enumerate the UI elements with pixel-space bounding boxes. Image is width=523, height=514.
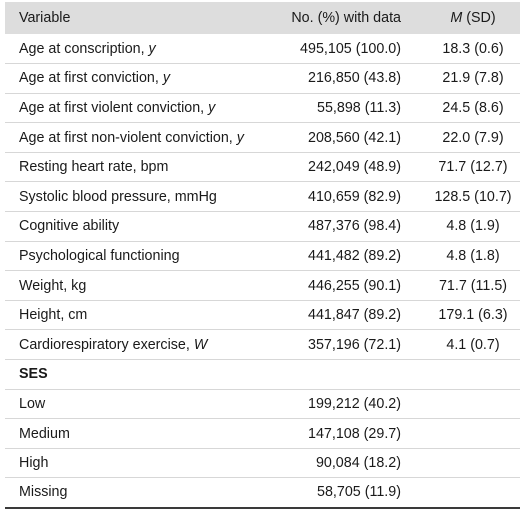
row-mean: 128.5 (10.7) (434, 188, 512, 205)
row-count: 446,255 (90.1) (308, 277, 401, 294)
ses-section-header-row: SES (5, 360, 520, 390)
row-label: Systolic blood pressure, mmHg (5, 182, 262, 212)
row-label-text: Age at first non-violent conviction, (19, 129, 237, 146)
row-label-text: Cognitive ability (19, 218, 120, 235)
table-row: Age at first violent conviction, y 55,89… (5, 93, 520, 123)
row-label-text: Weight, kg (19, 277, 87, 294)
ses-row-count: 58,705 (11.9) (317, 484, 401, 501)
header-mean-sd: M (SD) (406, 2, 520, 34)
descriptive-statistics-table: Variable No. (%) with data M (SD) Age at… (5, 2, 520, 509)
header-count: No. (%) with data (291, 10, 401, 26)
row-label: Age at first violent conviction, y (5, 93, 262, 123)
row-label: Age at conscription, y (5, 34, 262, 64)
row-mean: 179.1 (6.3) (438, 307, 508, 324)
row-count: 410,659 (82.9) (308, 188, 401, 205)
row-mean: 71.7 (11.5) (438, 277, 508, 294)
ses-row: Missing 58,705 (11.9) (5, 478, 520, 508)
row-label: Cardiorespiratory exercise, W (5, 330, 262, 360)
ses-row-label: Low (19, 395, 46, 412)
header-mean-rest: (SD) (462, 10, 496, 26)
row-mean: 4.8 (1.8) (446, 247, 500, 264)
row-label: Cognitive ability (5, 212, 262, 242)
ses-row-label: High (19, 455, 49, 472)
row-label: Age at first non-violent conviction, y (5, 123, 262, 153)
ses-row-label: Medium (19, 425, 70, 442)
header-mean-symbol: M (450, 10, 463, 26)
row-mean: 21.9 (7.8) (442, 70, 504, 87)
row-unit: y (208, 99, 216, 116)
row-count: 441,847 (89.2) (308, 307, 401, 324)
row-mean: 22.0 (7.9) (442, 129, 504, 146)
table-header-row: Variable No. (%) with data M (SD) (5, 2, 520, 34)
table-row: Resting heart rate, bpm 242,049 (48.9) 7… (5, 152, 520, 182)
row-count: 216,850 (43.8) (308, 70, 401, 87)
row-count: 495,105 (100.0) (300, 40, 401, 57)
ses-row-label: Missing (19, 484, 68, 501)
row-count: 357,196 (72.1) (308, 336, 401, 353)
table-row: Cardiorespiratory exercise, W 357,196 (7… (5, 330, 520, 360)
row-unit: W (193, 336, 208, 353)
row-label-text: Psychological functioning (19, 247, 180, 264)
row-count: 487,376 (98.4) (308, 218, 401, 235)
row-label: Psychological functioning (5, 241, 262, 271)
row-unit: y (148, 40, 156, 57)
row-mean: 4.8 (1.9) (446, 218, 500, 235)
row-mean: 71.7 (12.7) (438, 159, 508, 176)
row-unit: y (236, 129, 244, 146)
table-row: Age at first conviction, y 216,850 (43.8… (5, 64, 520, 94)
row-mean: 18.3 (0.6) (442, 40, 504, 57)
ses-row-count: 90,084 (18.2) (315, 455, 401, 472)
table-row: Age at conscription, y 495,105 (100.0) 1… (5, 34, 520, 64)
table-row: Height, cm 441,847 (89.2) 179.1 (6.3) (5, 300, 520, 330)
ses-row: Medium 147,108 (29.7) (5, 419, 520, 449)
row-count: 242,049 (48.9) (308, 159, 401, 176)
ses-row: High 90,084 (18.2) (5, 448, 520, 478)
table-row: Cognitive ability 487,376 (98.4) 4.8 (1.… (5, 212, 520, 242)
table-row: Weight, kg 446,255 (90.1) 71.7 (11.5) (5, 271, 520, 301)
descriptive-statistics-table-container: Variable No. (%) with data M (SD) Age at… (5, 2, 520, 509)
row-label-text: Resting heart rate, bpm (19, 159, 169, 176)
table-row: Age at first non-violent conviction, y 2… (5, 123, 520, 153)
ses-row: Low 199,212 (40.2) (5, 389, 520, 419)
row-label-text: Age at conscription, (19, 40, 149, 57)
ses-section-title: SES (19, 366, 48, 383)
ses-row-count: 147,108 (29.7) (308, 425, 401, 442)
row-label-text: Cardiorespiratory exercise, (19, 336, 194, 353)
row-count: 208,560 (42.1) (308, 129, 401, 146)
row-label: Weight, kg (5, 271, 262, 301)
table-row: Systolic blood pressure, mmHg 410,659 (8… (5, 182, 520, 212)
ses-row-count: 199,212 (40.2) (308, 395, 401, 412)
row-label-text: Age at first conviction, (19, 70, 163, 87)
row-label-text: Systolic blood pressure, mmHg (19, 188, 217, 205)
row-label: Age at first conviction, y (5, 64, 262, 94)
row-unit: y (162, 70, 170, 87)
row-count: 441,482 (89.2) (308, 247, 401, 264)
row-count: 55,898 (11.3) (317, 99, 401, 116)
row-label: Resting heart rate, bpm (5, 152, 262, 182)
row-label: Height, cm (5, 300, 262, 330)
row-label-text: Height, cm (19, 307, 88, 324)
row-label-text: Age at first violent conviction, (19, 99, 209, 116)
table-row: Psychological functioning 441,482 (89.2)… (5, 241, 520, 271)
row-mean: 4.1 (0.7) (446, 336, 500, 353)
header-variable: Variable (19, 10, 71, 26)
row-mean: 24.5 (8.6) (442, 99, 504, 116)
